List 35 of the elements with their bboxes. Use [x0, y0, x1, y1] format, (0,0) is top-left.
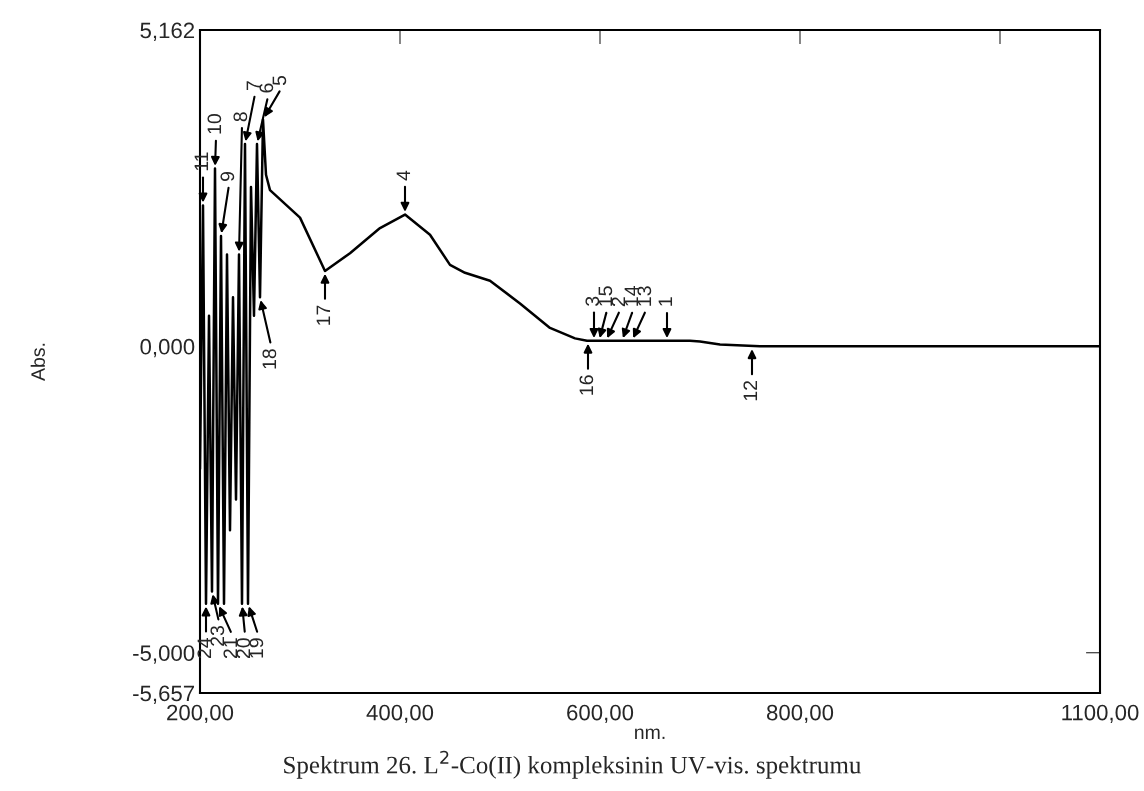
- annotation: 6: [259, 83, 274, 93]
- annotation: 17: [316, 305, 331, 325]
- annotation: 5: [272, 75, 287, 86]
- x-axis-title: nm.: [635, 728, 665, 739]
- x-tick-label: 200,00: [167, 704, 234, 724]
- annotation: 4: [396, 170, 411, 181]
- annotation: 19: [249, 638, 264, 658]
- annotation: 2: [611, 297, 626, 307]
- y-axis-title: Abs.: [30, 343, 45, 381]
- y-tick-label: 5,162: [140, 22, 195, 41]
- annotation: 3: [585, 296, 600, 306]
- x-tick-label: 600,00: [567, 704, 634, 724]
- annotation: 14: [624, 286, 639, 306]
- y-tick-label: -5,657: [133, 685, 195, 704]
- annotation: 1: [658, 297, 673, 306]
- text: Spektrum 26. L$^{2}$-Co(II) kompleksinin UV-vis. spektrumu: [284, 750, 861, 779]
- annotation: 8: [233, 112, 248, 122]
- annotation: 23: [210, 626, 225, 646]
- y-tick-label: -5,000: [133, 645, 195, 664]
- annotation: 18: [262, 349, 277, 369]
- annotation: 10: [207, 114, 222, 134]
- x-tick-label: 1100,00: [1062, 704, 1139, 724]
- annotation: 12: [743, 381, 758, 401]
- annotation: 21: [223, 638, 238, 659]
- x-tick-label: 400,00: [366, 704, 434, 724]
- annotation: 24: [197, 637, 212, 659]
- annotation: 9: [220, 172, 235, 181]
- annotation: 11: [194, 152, 209, 171]
- annotation: 15: [598, 286, 613, 306]
- annotation: 13: [637, 286, 652, 306]
- annotation: 7: [246, 81, 261, 91]
- y-tick-label: 0,000: [140, 338, 195, 358]
- annotation: 20: [236, 638, 251, 659]
- x-tick-label: 800,00: [766, 704, 834, 724]
- annotation: 16: [579, 375, 594, 395]
